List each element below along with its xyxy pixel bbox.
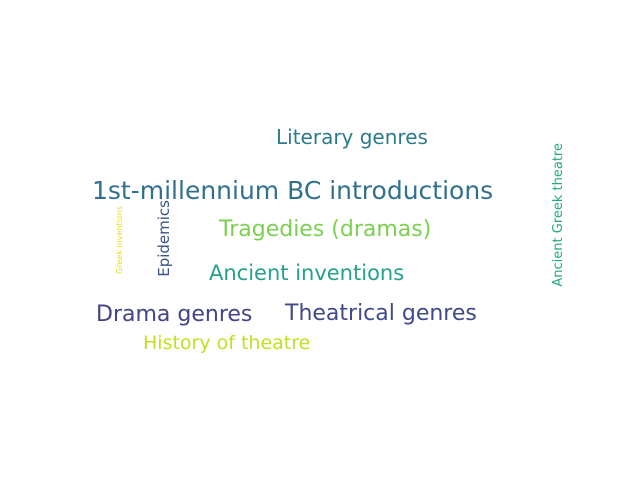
word-ancient-inventions: Ancient inventions <box>209 261 405 285</box>
word-history-of-theatre: History of theatre <box>143 332 311 354</box>
word-tragedies-dramas: Tragedies (dramas) <box>219 217 432 242</box>
word-epidemics: Epidemics <box>155 200 173 277</box>
word-1st-millennium-bc-introductions: 1st-millennium BC introductions <box>92 176 494 205</box>
word-drama-genres: Drama genres <box>96 302 253 327</box>
word-theatrical-genres: Theatrical genres <box>285 301 477 326</box>
word-greek-inventions: Greek inventions <box>115 206 124 274</box>
word-ancient-greek-theatre: Ancient Greek theatre <box>551 143 566 287</box>
word-literary-genres: Literary genres <box>276 125 428 149</box>
